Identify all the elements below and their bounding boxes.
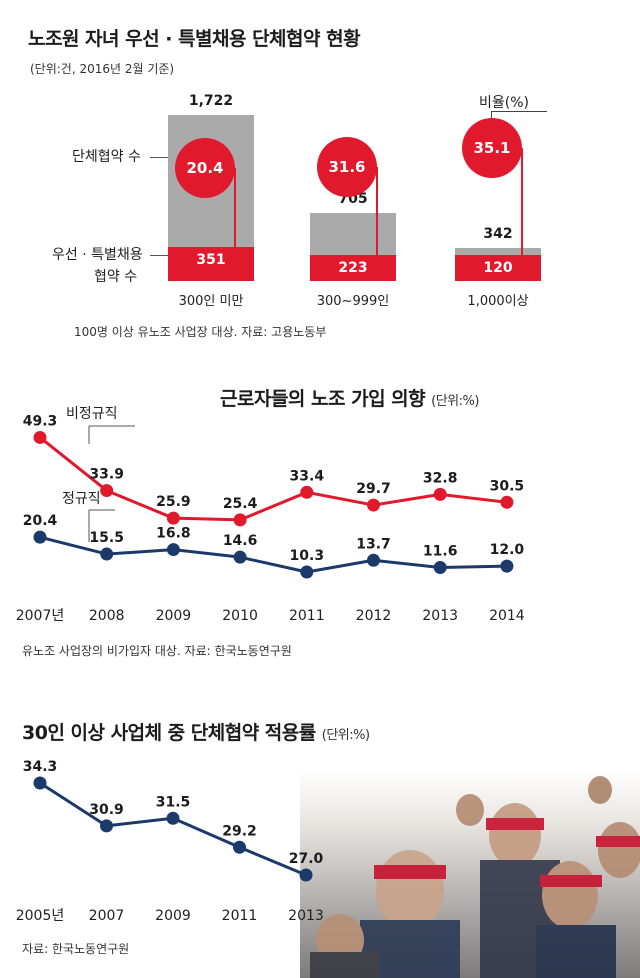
data-point <box>500 559 514 573</box>
data-point <box>433 487 447 501</box>
section1-title: 노조원 자녀 우선 · 특별채용 단체협약 현황 <box>28 28 361 50</box>
label-special-connector <box>150 255 168 256</box>
x-tick-label: 2009 <box>155 908 191 924</box>
ratio-circle: 35.1 <box>462 118 522 178</box>
data-label: 14.6 <box>223 533 258 549</box>
data-point <box>300 485 314 499</box>
data-label: 16.8 <box>156 526 191 542</box>
section3-unit: (단위:%) <box>321 728 370 743</box>
bar-total-value: 1,722 <box>188 93 234 109</box>
data-point <box>166 543 180 557</box>
data-label: 25.9 <box>156 494 191 510</box>
label-total-agreements: 단체협약 수 <box>72 149 141 165</box>
bar-special <box>310 255 396 281</box>
bar-special-value: 223 <box>338 260 368 276</box>
ratio-leader <box>234 168 236 248</box>
section2-title-text: 근로자들의 노조 가입 의향 <box>220 388 426 410</box>
data-point <box>367 553 380 567</box>
bar-special-value: 120 <box>483 260 513 276</box>
data-label: 25.4 <box>223 496 258 512</box>
section1-source: 100명 이상 유노조 사업장 대상. 자료: 고용노동부 <box>74 325 327 339</box>
x-tick-label: 2011 <box>222 908 258 924</box>
x-tick-label: 2010 <box>222 608 258 624</box>
x-tick-label: 2011 <box>289 608 325 624</box>
data-label: 34.3 <box>23 759 58 775</box>
section2-source: 유노조 사업장의 비가입자 대상. 자료: 한국노동연구원 <box>22 644 292 658</box>
data-point <box>299 868 313 882</box>
data-point <box>300 565 314 579</box>
bar-category-label: 300~999인 <box>316 294 390 309</box>
protest-photo-illustration <box>300 770 640 978</box>
data-point <box>367 498 380 512</box>
data-label: 30.9 <box>89 802 124 818</box>
data-label: 29.7 <box>356 481 391 497</box>
x-tick-label: 2009 <box>156 608 192 624</box>
data-label: 33.4 <box>290 468 325 484</box>
section2-title: 근로자들의 노조 가입 의향 (단위:%) <box>220 384 479 411</box>
data-point <box>166 511 180 525</box>
data-point <box>166 811 180 825</box>
x-tick-label: 2007 <box>89 908 125 924</box>
data-point <box>100 484 114 498</box>
section3-title-text: 30인 이상 사업체 중 단체협약 적용률 <box>22 722 316 744</box>
ratio-label: 비율(%) <box>479 95 529 111</box>
data-label: 30.5 <box>490 478 525 494</box>
data-label: 13.7 <box>356 536 391 552</box>
data-label: 12.0 <box>490 542 525 558</box>
data-label: 15.5 <box>89 530 124 546</box>
line-chart-union-intent: 49.3 33.9 25.9 25.4 33.4 29.7 32.8 30.5 20.4 15.5… <box>16 406 525 624</box>
bar-special-value: 351 <box>196 252 226 269</box>
ratio-label-connector-h <box>491 111 547 112</box>
x-tick-label: 2007년 <box>16 608 65 624</box>
data-point <box>233 840 246 854</box>
ratio-leader <box>376 167 378 255</box>
x-tick-label: 2013 <box>288 908 324 924</box>
series-name-regular: 정규직 <box>62 491 101 507</box>
data-label: 10.3 <box>290 548 325 564</box>
data-point <box>233 513 247 527</box>
section1-unit-note: (단위:건, 2016년 2월 기준) <box>30 62 175 76</box>
data-label: 29.2 <box>222 823 257 839</box>
protest-photo <box>300 770 640 978</box>
bar-category-label: 300인 미만 <box>178 294 244 309</box>
ratio-circle: 31.6 <box>317 137 377 197</box>
series-line <box>39 436 508 522</box>
bar-special <box>455 255 541 281</box>
bar-chart: 351 1,722 300인 미만 20.4 223 705 300~999인 31.6 120… <box>0 0 640 330</box>
data-label: 31.5 <box>156 794 191 810</box>
x-tick-label: 2014 <box>489 608 525 624</box>
section3-source: 자료: 한국노동연구원 <box>22 942 130 956</box>
data-point <box>100 547 114 561</box>
data-point <box>100 819 113 833</box>
ratio-leader <box>521 148 523 255</box>
x-tick-label: 2013 <box>422 608 458 624</box>
label-special-line1: 우선 · 특별채용 <box>52 247 143 263</box>
data-label: 49.3 <box>23 413 58 429</box>
section2-unit: (단위:%) <box>431 394 479 409</box>
label-special-line2: 협약 수 <box>94 269 138 285</box>
x-tick-label: 2012 <box>356 608 392 624</box>
data-point <box>33 530 47 544</box>
ratio-circle: 20.4 <box>175 138 235 198</box>
label-total-connector <box>150 157 168 158</box>
x-tick-label: 2005년 <box>16 908 65 924</box>
data-label: 20.4 <box>23 513 58 529</box>
data-point <box>500 495 514 509</box>
data-point <box>33 430 47 444</box>
data-point <box>433 561 447 575</box>
series-line <box>39 535 507 574</box>
data-label: 33.9 <box>89 467 124 483</box>
data-label: 32.8 <box>423 470 458 486</box>
bar-total-value: 342 <box>483 226 513 243</box>
series-name-irregular: 비정규직 <box>66 406 118 422</box>
bar-category-label: 1,000이상 <box>467 294 529 309</box>
section3-title: 30인 이상 사업체 중 단체협약 적용률 (단위:%) <box>22 718 370 745</box>
data-label: 27.0 <box>289 851 324 867</box>
data-point <box>33 776 47 790</box>
bar-special <box>168 247 254 281</box>
data-point <box>233 550 247 564</box>
line-chart-coverage-rate: 34.3 30.9 31.5 29.2 27.0 2005년 2007 2009 2011 201… <box>16 759 324 924</box>
x-tick-label: 2008 <box>89 608 125 624</box>
data-label: 11.6 <box>423 544 458 560</box>
